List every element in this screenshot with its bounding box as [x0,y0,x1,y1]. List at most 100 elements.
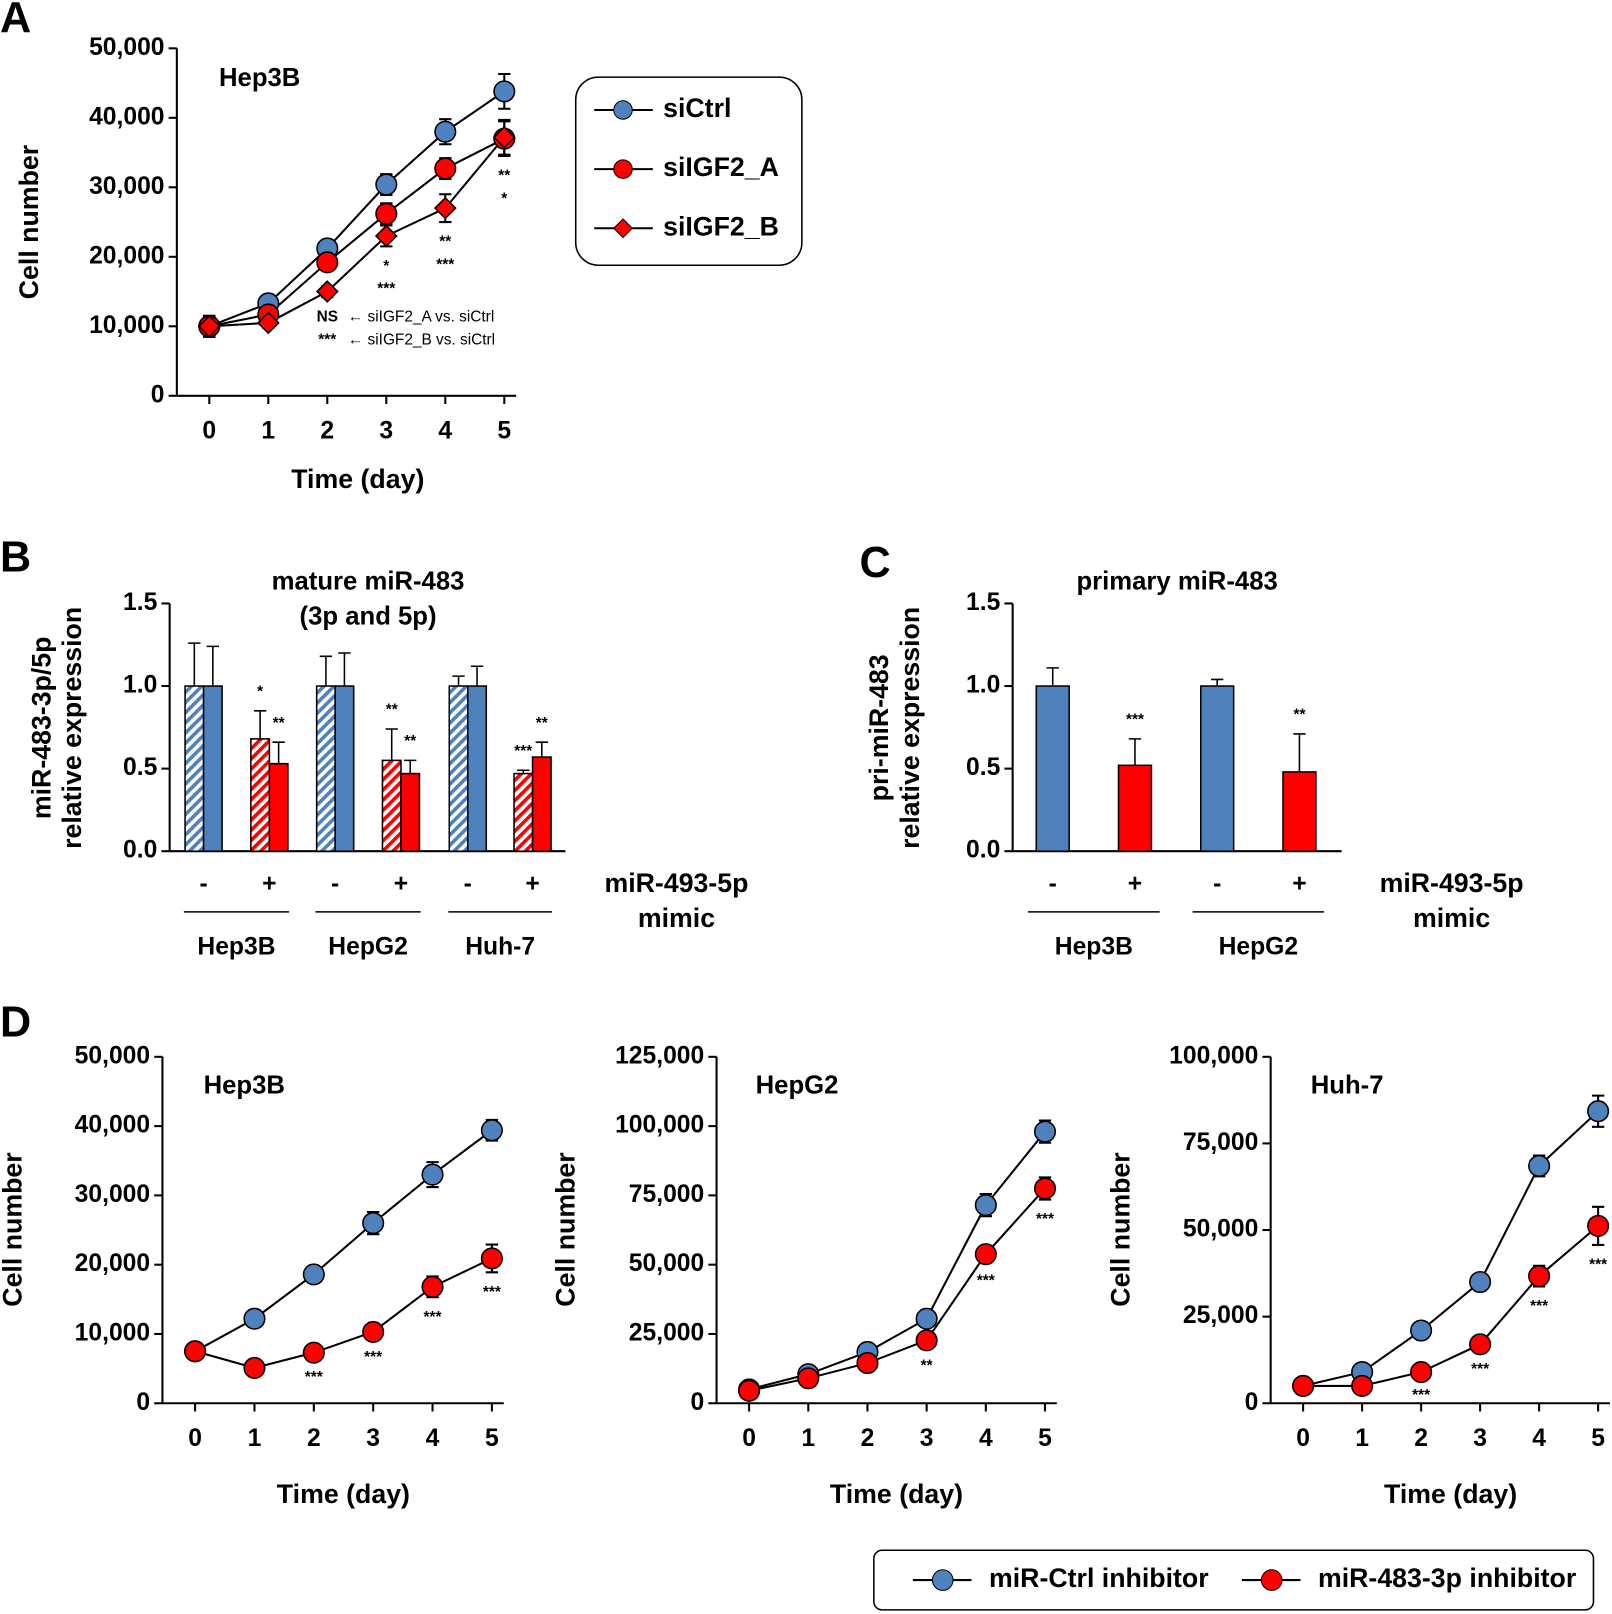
marker [1587,1214,1610,1237]
error-bar [1128,738,1142,766]
bar [531,756,552,852]
significance: *** [377,281,395,298]
marker [1469,1270,1492,1294]
marker [493,80,516,103]
x-tick-label: - [1049,871,1057,898]
marker [433,196,457,220]
x-tick-label: 2 [1414,1425,1428,1452]
y-tick-label: 1.0 [966,672,1000,699]
significance: ** [386,702,398,719]
legend-marker [1260,1569,1283,1591]
x-axis-label: Time (day) [291,464,424,494]
error-bar [517,769,530,774]
x-tick-label: 4 [426,1425,440,1452]
x-tick-label: 4 [1532,1425,1546,1452]
y-tick-label: 0 [691,1389,705,1416]
x-tick-label: 3 [1473,1425,1487,1452]
error-bar [470,665,484,687]
bar [1117,764,1153,852]
bar [184,685,205,852]
x-tick-label: 5 [1591,1425,1605,1452]
significance: *** [305,1369,323,1386]
error-bar [385,728,398,761]
x-tick-label: 5 [497,417,511,444]
bar [467,685,488,852]
marker [184,1340,207,1363]
group-label: HepG2 [1219,933,1298,960]
legend-label: miR-483-3p inhibitor [1318,1563,1576,1593]
x-tick-label: + [1292,871,1306,898]
x-tick-label: + [394,871,408,898]
x-tick-label: - [1213,871,1221,898]
x-axis-label: Time (day) [277,1479,410,1509]
y-tick-label: 0 [1245,1389,1259,1416]
x-tick-label: 2 [861,1425,875,1452]
y-tick-label: 30,000 [89,173,164,200]
x-axis-label: miR-493-5p [1380,868,1524,898]
marker [856,1352,879,1375]
marker [974,1194,997,1217]
y-tick-label: 25,000 [629,1319,704,1346]
marker [1410,1361,1433,1384]
y-tick-label: 40,000 [89,103,164,130]
bar [1035,685,1070,852]
group-label: Huh-7 [465,933,535,960]
error-bar [1211,678,1224,687]
x-tick-label: 4 [438,417,452,444]
significance: ** [273,715,285,732]
marker [197,314,221,338]
significance: *** [514,743,532,760]
marker [1528,1265,1551,1288]
bar [334,685,355,852]
group-label: HepG2 [328,933,407,960]
x-tick-label: 0 [188,1425,202,1452]
bar [1282,771,1317,852]
significance: *** [364,1349,382,1366]
chart-title: primary miR-483 [1076,568,1277,596]
significance: ** [404,733,416,750]
marker [1587,1100,1610,1123]
chart-title: Hep3B [204,1071,285,1099]
y-axis-label: Cell number [0,1152,27,1306]
marker [1033,1120,1057,1143]
x-tick-label: 3 [379,417,393,444]
legend-label: miR-Ctrl inhibitor [989,1563,1209,1593]
marker [362,1320,385,1343]
y-tick-label: 20,000 [89,242,164,269]
legend-marker [931,1569,954,1591]
significance: *** [436,256,454,273]
y-tick-label: 10,000 [89,312,164,339]
y-tick-label: 125,000 [615,1042,704,1069]
y-tick-label: 50,000 [1183,1216,1258,1243]
bar [315,685,336,852]
x-tick-label: - [331,871,339,898]
y-tick-label: 50,000 [75,1042,150,1069]
y-tick-label: 50,000 [89,34,164,61]
significance: *** [1126,711,1144,728]
bar [250,738,271,852]
y-axis-label: relative expression [895,607,925,849]
x-axis-label: miR-493-5p [604,868,748,898]
y-tick-label: 25,000 [1183,1302,1258,1329]
significance: ** [498,168,510,185]
legend-marker [613,100,633,120]
chart-title: (3p and 5p) [300,603,437,631]
marker [243,1356,266,1379]
chart-title: Hep3B [219,64,300,92]
x-tick-label: 2 [307,1425,321,1452]
legend-box [574,76,803,267]
y-tick-label: 100,000 [1169,1042,1258,1069]
chart-title: HepG2 [756,1071,839,1099]
x-tick-label: - [199,871,207,898]
significance: * [257,683,263,700]
marker [492,125,516,149]
x-tick-label: 5 [1038,1425,1052,1452]
y-tick-label: 0.0 [966,837,1000,864]
y-tick-label: 0.5 [123,754,158,781]
marker [915,1329,938,1352]
significance: * [383,258,389,275]
marker [434,120,457,143]
series-line [748,1187,1046,1392]
marker [480,1119,503,1142]
